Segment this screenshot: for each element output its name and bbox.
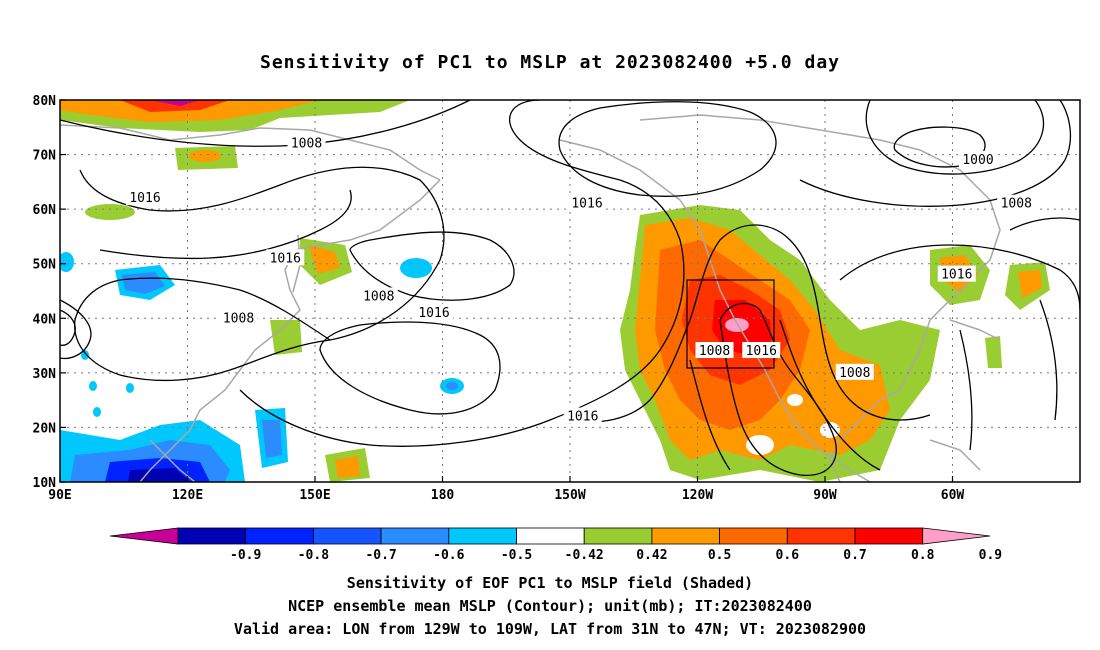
contour-label-bg [937, 265, 976, 282]
colorbar-label: -0.7 [365, 548, 396, 563]
axis-ticks: 90E 120E 150E 180 150W 120W 90W 60W 80N 70N 60N 50N… [33, 94, 965, 503]
lat-tick-label: 50N [33, 258, 57, 273]
colorbar: -0.9 -0.8 -0.7 -0.6 -0.5 -0.42 0.42 0.5 0.6 0.7 0.… [109, 527, 1002, 563]
contour-label-bg [742, 342, 781, 359]
colorbar-high-arrow [922, 527, 991, 545]
contour-label-bg [959, 151, 997, 168]
colorbar-label: -0.5 [501, 548, 532, 563]
contour-labels: 1008 1016 1016 1008 1008 1016 1016 1016 1008 1016… [126, 134, 1036, 425]
contour-label: 1016 [571, 197, 602, 212]
map-title: Sensitivity of PC1 to MSLP at 2023082400… [260, 52, 840, 73]
contour-label-bg [266, 249, 305, 266]
lon-tick-label: 150W [554, 488, 585, 503]
lon-tick-label: 120E [172, 488, 203, 503]
colorbar-low-arrow [109, 527, 179, 545]
lat-tick-label: 30N [33, 367, 57, 382]
contour-label: 1016 [270, 251, 301, 266]
colorbar-label: 0.8 [911, 548, 935, 563]
contour-label-bg [835, 363, 874, 380]
lon-tick-label: 90E [48, 488, 71, 503]
lat-tick-label: 60N [33, 203, 57, 218]
colorbar-swatch [312, 527, 382, 545]
colorbar-label: 0.9 [979, 548, 1002, 563]
lat-tick-label: 70N [33, 149, 57, 164]
colorbar-swatch [651, 527, 721, 545]
valid-area-box [686, 279, 775, 369]
contour-label: 1008 [839, 366, 870, 381]
mslp-contours [60, 100, 1080, 476]
lon-tick-label: 120W [682, 488, 713, 503]
contour-label: 1008 [699, 344, 730, 359]
contour-label-bg [219, 309, 258, 326]
contour-label-bg [997, 194, 1036, 211]
colorbar-swatch [583, 527, 653, 545]
colorbar-swatch [516, 527, 585, 545]
contour-label: 1016 [567, 410, 598, 425]
colorbar-swatch [854, 527, 924, 545]
contour-label: 1008 [363, 289, 394, 304]
positive-region-pink [725, 318, 749, 332]
contour-label: 1008 [223, 311, 254, 326]
caption-line-2: NCEP ensemble mean MSLP (Contour); unit(… [288, 597, 812, 615]
contour-label: 1008 [291, 137, 322, 152]
colorbar-swatch [380, 527, 450, 545]
colorbar-swatch [719, 527, 788, 545]
colorbar-swatch [786, 527, 856, 545]
lon-tick-label: 180 [431, 488, 455, 503]
colorbar-label: 0.6 [776, 548, 800, 563]
lon-tick-label: 90W [813, 488, 837, 503]
contour-label: 1016 [746, 344, 777, 359]
caption-line-3: Valid area: LON from 129W to 109W, LAT f… [234, 620, 866, 638]
contour-label-bg [695, 342, 734, 359]
lon-tick-label: 150E [299, 488, 330, 503]
colorbar-swatch [177, 527, 247, 545]
lat-tick-label: 20N [33, 421, 57, 436]
caption-line-1: Sensitivity of EOF PC1 to MSLP field (Sh… [347, 574, 753, 592]
contour-label: 1016 [129, 191, 160, 206]
contour-label-bg [126, 189, 164, 206]
lat-tick-label: 10N [33, 476, 57, 491]
colorbar-swatch [448, 527, 517, 545]
contour-label-bg [568, 194, 606, 211]
contour-label: 1008 [1001, 197, 1032, 212]
contour-label: 1000 [962, 153, 993, 168]
colorbar-label: -0.42 [565, 548, 604, 563]
contour-label-bg [563, 407, 602, 424]
contour-label: 1016 [418, 306, 449, 321]
contour-label: 1016 [941, 268, 972, 283]
colorbar-label: 0.7 [843, 548, 866, 563]
colorbar-label: 0.42 [636, 548, 667, 563]
contour-label-bg [287, 134, 326, 151]
contour-label-bg [359, 287, 398, 304]
colorbar-label: -0.6 [433, 548, 464, 563]
contour-label-bg [415, 303, 453, 320]
colorbar-label: -0.9 [230, 548, 261, 563]
colorbar-label: -0.8 [298, 548, 329, 563]
graticule [60, 100, 1080, 482]
colorbar-label: 0.5 [708, 548, 731, 563]
colorbar-swatch [245, 527, 314, 545]
lat-tick-label: 80N [33, 94, 57, 109]
lat-tick-label: 40N [33, 312, 57, 327]
lon-tick-label: 60W [941, 488, 965, 503]
